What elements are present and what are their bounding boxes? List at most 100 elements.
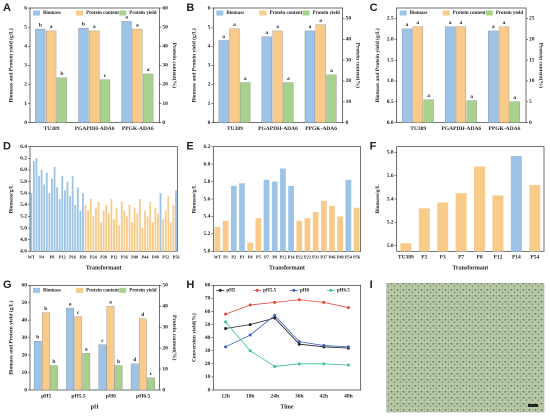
bar	[69, 196, 71, 252]
x-tick-label: P32	[111, 254, 118, 259]
x-tick-label: P56	[173, 254, 181, 259]
bar	[30, 193, 33, 252]
y2-tick-label: 15	[529, 57, 535, 63]
significance-letter: c	[77, 310, 80, 316]
bar	[345, 179, 352, 252]
y2-tick-label: 50	[346, 16, 352, 22]
significance-letter: a	[85, 347, 88, 353]
y2-tick-label: 10	[529, 78, 535, 84]
bar	[159, 193, 162, 252]
legend-label: Protein content	[86, 11, 119, 16]
bar	[214, 226, 221, 252]
bar	[400, 243, 412, 252]
bar	[71, 175, 74, 252]
y2-tick-label: 20	[529, 37, 535, 43]
y2-tick-label: 50	[162, 283, 168, 289]
y-tick-label: 4	[24, 43, 27, 49]
legend-swatch	[33, 287, 40, 293]
bar	[172, 204, 175, 252]
y-tick-label: 6.0	[20, 167, 27, 173]
legend-marker	[218, 288, 222, 292]
bar	[99, 79, 111, 123]
panel-letter: D	[3, 141, 11, 153]
x-tick-label: P28	[100, 254, 107, 259]
bar	[218, 40, 229, 123]
y-tick-label: 60	[22, 283, 28, 289]
significance-letter: a	[69, 301, 72, 307]
significance-letter: a	[147, 67, 150, 73]
y-tick-label: 4	[208, 43, 211, 49]
y2-tick-label: 40	[346, 37, 352, 43]
x-tick-label: P1	[223, 254, 228, 259]
significance-letter: a	[330, 68, 333, 74]
y-tick-label: 6	[208, 5, 211, 11]
y2-tick-label: 0	[162, 120, 165, 126]
y-tick-label: 50	[22, 300, 28, 306]
bar	[167, 196, 170, 252]
legend-swatch	[76, 287, 84, 293]
bar	[240, 82, 251, 123]
bar	[35, 158, 38, 252]
y-tick-label: 5.6	[387, 173, 394, 179]
legend-label: Biomass	[43, 11, 61, 16]
legend-label: Protein content	[269, 11, 302, 16]
x-tick-label: 36h	[295, 393, 304, 399]
y2-tick-label: 40	[162, 43, 168, 49]
y-tick-label: 0	[208, 120, 211, 126]
x-tick-label: pH6.5	[136, 393, 150, 399]
x-tick-label: P2	[231, 254, 236, 259]
x-tick-label: 12h	[221, 393, 230, 399]
bar	[79, 210, 82, 252]
x-tick-label: P36	[121, 254, 129, 259]
y-tick-label: 5.8	[387, 150, 394, 156]
bar	[230, 185, 237, 252]
y-tick-label: 2.5	[387, 16, 394, 22]
bar	[123, 210, 126, 252]
bar	[157, 213, 159, 252]
x-axis-label: Time	[280, 404, 294, 410]
significance-letter: a	[319, 18, 322, 24]
significance-letter: a	[427, 93, 430, 99]
panel-letter: I	[370, 279, 373, 291]
y2-tick-label: 10	[346, 99, 352, 105]
y2-tick-label: 5	[529, 99, 532, 105]
bar	[89, 30, 100, 123]
x-tick-label: P44	[142, 254, 150, 259]
y-tick-label: 5.8	[203, 179, 210, 185]
bar	[40, 169, 43, 252]
bar	[353, 207, 360, 252]
bar	[149, 201, 152, 252]
significance-letter: a	[406, 22, 409, 28]
y-tick-label: 0.0	[387, 120, 394, 126]
y2-tick-label: 10	[162, 366, 168, 372]
x-tick-label: P31	[312, 254, 319, 259]
y2-tick-label: 30	[162, 63, 168, 69]
bar	[43, 184, 46, 252]
y-tick-label: 80	[205, 283, 211, 289]
x-tick-label: P23	[304, 254, 311, 259]
y-tick-label: 1.0	[387, 78, 394, 84]
point	[346, 345, 350, 349]
bar	[95, 207, 97, 252]
legend-label: Protein yield	[129, 11, 156, 16]
x-tick-label: TU389	[410, 126, 426, 132]
bar	[82, 353, 91, 391]
y-tick-label: 6	[24, 5, 27, 11]
y2-axis-label: Protein content(%)	[171, 43, 178, 88]
bar	[146, 216, 149, 252]
bar	[222, 220, 229, 252]
bar	[46, 30, 57, 123]
point	[273, 300, 277, 304]
y-tick-label: 0.5	[387, 99, 394, 105]
series-line	[225, 321, 349, 367]
legend-label: Protein yield	[496, 11, 523, 16]
y-tick-label: 5	[208, 24, 211, 30]
x-tick-label: PGAPDH-ADA6	[75, 126, 115, 132]
significance-letter: a	[449, 20, 452, 26]
y-tick-label: 0	[24, 120, 27, 126]
y-tick-label: 5.0	[387, 243, 394, 249]
bar	[66, 181, 69, 252]
bar	[437, 202, 449, 252]
x-tick-label: pH5	[41, 393, 51, 399]
